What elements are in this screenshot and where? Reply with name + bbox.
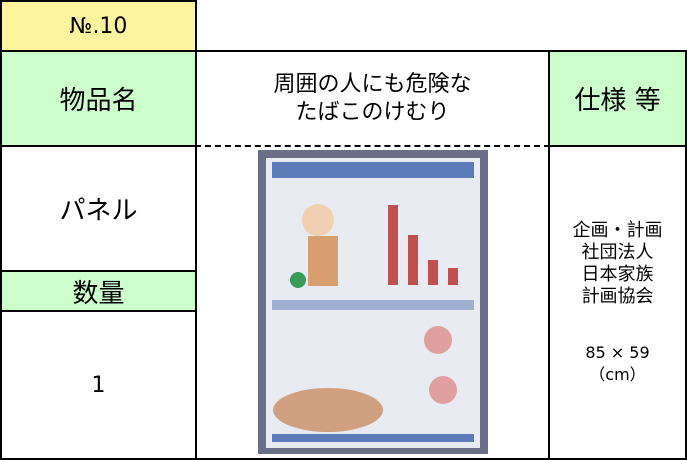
poster-figure	[423, 325, 452, 354]
spec-line: 計画協会	[581, 285, 654, 307]
poster-icon	[289, 271, 306, 288]
poster-bar	[387, 204, 398, 285]
quantity: 1	[0, 310, 197, 460]
poster-footer	[271, 433, 474, 442]
poster-band	[271, 299, 474, 310]
item-label: 物品名	[0, 50, 197, 147]
image-cell	[195, 145, 550, 460]
size-text: 85 × 59 （cm）	[585, 342, 649, 386]
poster-bar	[427, 259, 438, 285]
spec-text: 企画・計画 社団法人 日本家族 計画協会	[573, 220, 663, 308]
poster-figure	[272, 387, 383, 432]
poster-figure	[428, 375, 457, 404]
size-line: （cm）	[589, 364, 646, 384]
item-name-line: たばこのけむり	[295, 99, 450, 125]
poster-image	[257, 149, 488, 454]
poster-bar	[407, 234, 418, 285]
size-line: 85 × 59	[585, 342, 650, 362]
spec-label: 仕様 等	[548, 50, 687, 147]
spec-line: 日本家族	[581, 263, 654, 285]
quantity-label: 数量	[0, 270, 197, 312]
poster-figure	[307, 235, 338, 286]
number-tag: №.10	[0, 0, 197, 52]
poster-figure	[301, 203, 334, 236]
poster-bar	[447, 267, 458, 285]
spec-line: 企画・計画	[572, 219, 663, 241]
spec-line: 社団法人	[581, 241, 654, 263]
item-name: 周囲の人にも危険な たばこのけむり	[195, 50, 550, 147]
poster-banner	[271, 161, 474, 178]
item: パネル	[0, 145, 197, 272]
spec-cell: 企画・計画 社団法人 日本家族 計画協会 85 × 59 （cm）	[548, 145, 687, 460]
item-name-line: 周囲の人にも危険な	[273, 71, 472, 97]
